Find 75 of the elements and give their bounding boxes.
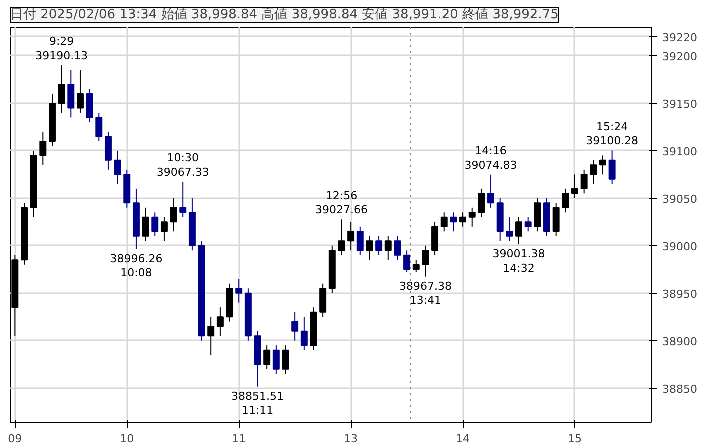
candlestick — [440, 212, 448, 232]
candlestick — [86, 88, 94, 123]
annotation: 38967.38 13:41 — [399, 280, 452, 308]
x-tick-label: 14 — [456, 432, 470, 446]
candlestick — [180, 181, 187, 218]
x-tick-label: 11 — [232, 432, 246, 446]
candlestick — [272, 345, 280, 375]
candlestick — [114, 150, 122, 185]
annotation: 14:16 39074.83 — [464, 144, 518, 172]
candlestick — [142, 207, 150, 242]
candlestick — [376, 236, 383, 256]
candlestick — [516, 216, 522, 246]
candlestick — [320, 283, 327, 318]
x-tick-label: 10 — [120, 432, 134, 446]
y-tick-label: 38900 — [662, 335, 698, 348]
candlestick — [599, 155, 606, 176]
candlestick — [404, 250, 411, 273]
candlestick — [300, 316, 308, 351]
candlestick — [478, 188, 486, 218]
y-tick-label: 39100 — [662, 145, 698, 158]
chart-title: 日付 2025/02/06 13:34 始値 38,998.84 高値 38,998.84 安値 38,991.20 終値 38,992.75 — [10, 6, 559, 22]
candlestick — [236, 278, 243, 304]
candlestick — [468, 207, 476, 228]
y-tick-label: 39000 — [662, 240, 698, 254]
y-tick-label: 39220 — [662, 31, 698, 44]
candlestick — [552, 202, 560, 237]
x-tick-label: 15 — [568, 432, 582, 446]
y-tick-label: 38850 — [662, 382, 698, 396]
annotation: 10:30 39067.33 — [156, 152, 210, 179]
candlestick — [356, 226, 364, 256]
x-tick-label: 09 — [8, 432, 22, 446]
candlestick — [208, 316, 215, 356]
candlestick — [338, 219, 346, 256]
annotation: 39001.38 14:32 — [492, 248, 546, 275]
annotation: 12:56 39027.66 — [315, 189, 368, 217]
candlestick — [608, 150, 616, 185]
candlestick — [68, 70, 75, 118]
candlestick — [524, 216, 532, 232]
candlestick — [40, 131, 47, 166]
x-tick-label: 13 — [344, 432, 358, 446]
candlestick — [460, 212, 467, 228]
candlestick — [170, 198, 178, 232]
y-tick-label: 39150 — [662, 98, 698, 111]
candlestick — [216, 307, 224, 337]
candlestick — [292, 312, 299, 342]
candlestick — [152, 212, 159, 237]
candlestick — [76, 70, 84, 114]
candlestick — [506, 216, 514, 242]
candlestick — [104, 131, 112, 170]
y-tick-label: 38950 — [662, 288, 698, 301]
candlestick — [366, 236, 374, 261]
candlestick — [58, 64, 66, 114]
annotation: 9:29 39190.13 — [36, 35, 88, 62]
annotation: 38851.51 11:11 — [232, 390, 284, 418]
candlestick — [488, 174, 495, 208]
candlestick — [432, 222, 439, 256]
candlestick — [264, 345, 271, 370]
y-tick-label: 39200 — [662, 50, 698, 64]
candlestick — [572, 174, 578, 199]
candlestick — [96, 112, 103, 142]
candlestick — [348, 222, 355, 252]
candlestick — [422, 245, 430, 278]
y-tick-label: 39050 — [662, 192, 698, 206]
candlestick — [384, 236, 392, 261]
annotation: 38996.26 10:08 — [110, 252, 163, 280]
candlestick — [580, 169, 588, 194]
candlestick — [412, 260, 420, 273]
candlestick — [394, 236, 402, 261]
candlestick — [562, 188, 570, 214]
candlestick — [282, 345, 290, 375]
annotation: 15:24 39100.28 — [586, 120, 639, 148]
candlestick — [160, 216, 168, 242]
candlestick — [590, 160, 598, 185]
candlestick — [534, 198, 542, 232]
candlestick — [450, 212, 458, 232]
